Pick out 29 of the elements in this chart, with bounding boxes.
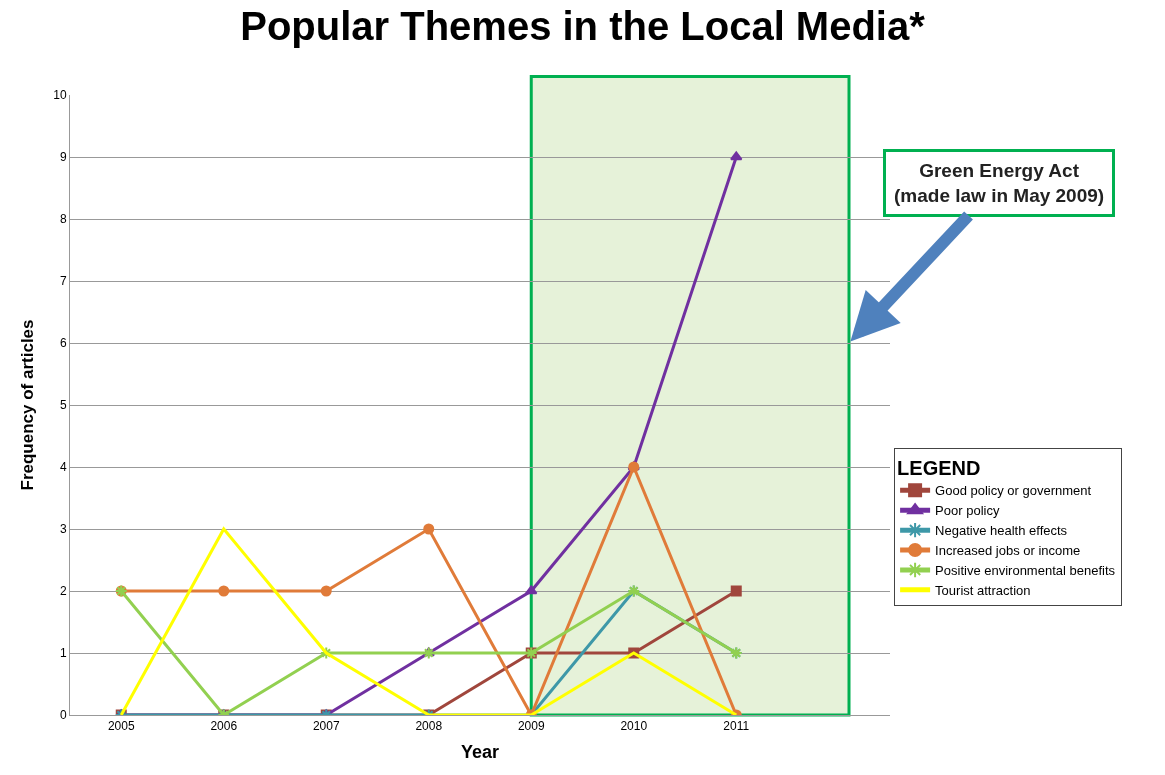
x-tick-label: 2009 xyxy=(517,719,545,734)
x-tick-label: 2007 xyxy=(312,719,340,734)
y-tick-label: 4 xyxy=(59,460,67,475)
annotation: Green Energy Act (made law in May 2009) xyxy=(894,160,1105,206)
y-axis-title: Frequency of articles xyxy=(17,319,37,491)
legend-label: Positive environmental benefits xyxy=(935,563,1116,579)
y-tick-label: 10 xyxy=(53,88,67,103)
x-tick-label: 2010 xyxy=(620,719,648,734)
x-tick-label: 2005 xyxy=(107,719,135,734)
y-tick-label: 7 xyxy=(59,274,67,289)
legend-label: Tourist attraction xyxy=(935,582,1031,598)
y-tick-label: 5 xyxy=(59,398,67,413)
legend-label: Good policy or government xyxy=(935,483,1092,499)
x-tick-label: 2008 xyxy=(415,719,443,734)
y-tick-label: 9 xyxy=(59,150,67,165)
y-tick-label: 3 xyxy=(59,522,67,537)
chart-title: Popular Themes in the Local Media* xyxy=(240,3,926,48)
legend-label: Poor policy xyxy=(935,503,1000,519)
legend-label: Increased jobs or income xyxy=(935,543,1081,559)
y-tick-label: 2 xyxy=(59,584,67,599)
y-tick-label: 1 xyxy=(59,646,67,661)
y-tick-label: 0 xyxy=(59,708,67,723)
x-tick-label: 2006 xyxy=(210,719,238,734)
y-tick-label: 8 xyxy=(59,212,67,227)
legend-title: LEGEND xyxy=(897,457,981,480)
x-tick-label: 2011 xyxy=(723,719,750,734)
x-axis-title: Year xyxy=(460,741,500,762)
legend-label: Negative health effects xyxy=(935,523,1068,539)
y-tick-label: 6 xyxy=(59,336,67,351)
